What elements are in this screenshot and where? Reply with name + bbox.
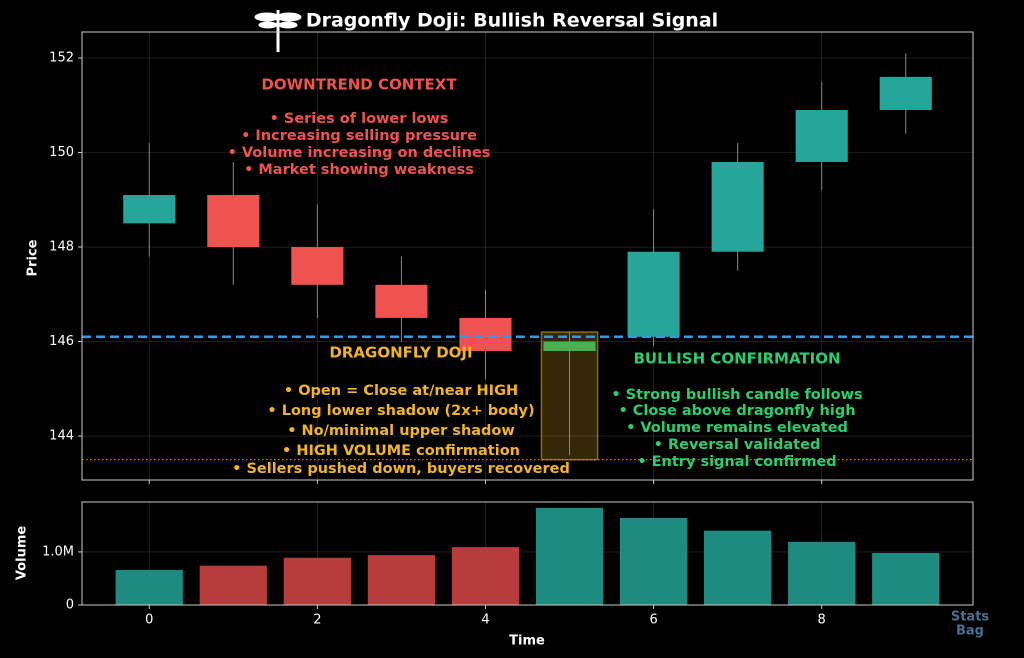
- annotation-title: DRAGONFLY DOJI: [329, 344, 472, 362]
- watermark: Bag: [956, 624, 984, 639]
- candle-body: [291, 247, 344, 285]
- x-tick-label: 8: [818, 613, 826, 628]
- annotation-line: • Close above dragonfly high: [618, 403, 855, 419]
- volume-bar: [115, 569, 183, 605]
- x-tick-label: 0: [145, 613, 153, 628]
- annotation-line: • Sellers pushed down, buyers recovered: [232, 461, 570, 477]
- candle-body: [711, 161, 764, 252]
- annotation-line: • Volume increasing on declines: [228, 145, 491, 161]
- chart-title: Dragonfly Doji: Bullish Reversal Signal: [306, 10, 718, 32]
- candle-body: [543, 341, 596, 351]
- y-tick-label: 0: [66, 598, 74, 613]
- annotation-title: BULLISH CONFIRMATION: [633, 350, 840, 368]
- volume-bar: [788, 541, 856, 605]
- x-axis-label: Time: [509, 634, 545, 649]
- annotation-line: • Strong bullish candle follows: [611, 387, 862, 403]
- annotation-line: • Increasing selling pressure: [241, 128, 477, 144]
- y-tick-label: 152: [49, 50, 74, 65]
- annotation-line: • Series of lower lows: [270, 111, 449, 127]
- volume-bar: [367, 555, 436, 605]
- annotation-line: • HIGH VOLUME confirmation: [282, 443, 520, 459]
- x-tick-label: 4: [481, 613, 489, 628]
- candle-body: [795, 109, 848, 162]
- annotation-line: • Open = Close at/near HIGH: [284, 383, 518, 399]
- volume-bar: [199, 565, 267, 605]
- annotation-line: • Long lower shadow (2x+ body): [267, 403, 534, 419]
- volume-bar: [704, 530, 772, 605]
- watermark: Stats: [951, 610, 990, 625]
- y-tick-label: 144: [49, 429, 74, 444]
- x-tick-label: 6: [649, 613, 657, 628]
- annotation-line: • Volume remains elevated: [626, 420, 848, 436]
- y-tick-label: 146: [49, 334, 74, 349]
- y-tick-label: 148: [49, 240, 74, 255]
- plot-frame: [81, 31, 974, 481]
- y-tick-label: 1.0M: [42, 544, 74, 559]
- annotation-title: DOWNTREND CONTEXT: [261, 76, 457, 94]
- y-axis-label: Price: [26, 239, 41, 276]
- candle-body: [207, 195, 260, 248]
- dragonfly-icon: [254, 10, 302, 52]
- volume-bar: [535, 507, 604, 605]
- volume-bar: [619, 517, 688, 605]
- plot-frame: [81, 501, 974, 606]
- candle-body: [375, 284, 428, 318]
- y-axis-label: Volume: [15, 526, 30, 581]
- candle-body: [879, 76, 932, 110]
- volume-bar: [872, 552, 940, 605]
- x-tick-label: 2: [313, 613, 321, 628]
- candle-body: [627, 251, 680, 337]
- annotation-line: • No/minimal upper shadow: [287, 423, 515, 439]
- y-tick-label: 150: [49, 145, 74, 160]
- annotation-line: • Reversal validated: [654, 437, 821, 453]
- candle-body: [123, 195, 176, 224]
- annotation-line: • Market showing weakness: [244, 162, 474, 178]
- volume-bar: [283, 557, 351, 605]
- candle-body: [459, 317, 512, 351]
- volume-bar: [451, 547, 520, 605]
- annotation-line: • Entry signal confirmed: [637, 454, 836, 470]
